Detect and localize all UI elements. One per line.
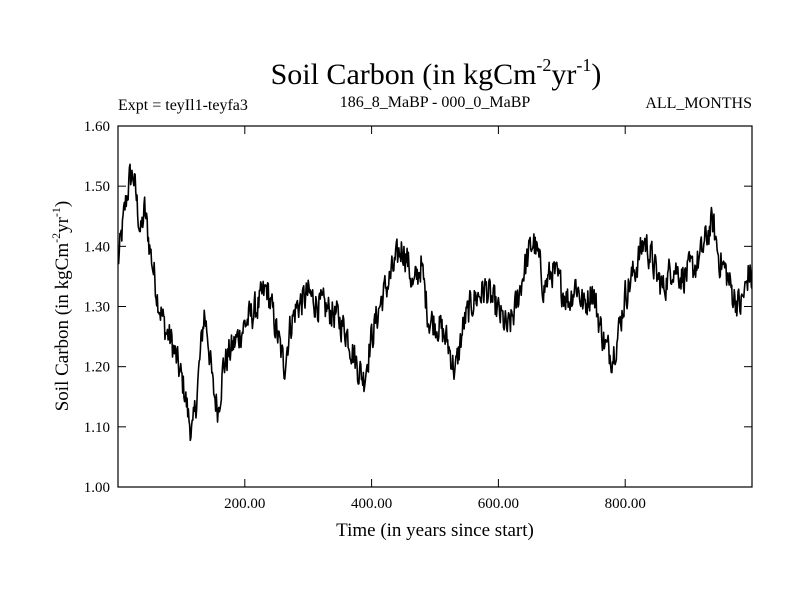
y-tick-label: 1.00 [84,480,110,496]
experiment-label: Expt = teyIl1-teyfa3 [118,97,248,114]
y-tick-label: 1.60 [84,119,110,135]
x-tick-label: 200.00 [224,496,265,512]
x-tick-label: 400.00 [351,496,392,512]
soil-carbon-series-line [118,163,752,442]
chart-title: Soil Carbon (in kgCm-2yr-1) [271,55,602,91]
y-tick-label: 1.10 [84,420,110,436]
x-tick-label: 800.00 [605,496,646,512]
x-tick-label: 600.00 [478,496,519,512]
y-axis-label: Soil Carbon (in kgCm-2yr-1) [49,201,73,412]
x-axis: 200.00 400.00 600.00 800.00 [224,126,646,512]
y-tick-label: 1.50 [84,179,110,195]
y-tick-label: 1.30 [84,300,110,316]
x-axis-label: Time (in years since start) [336,520,534,541]
months-label: ALL_MONTHS [645,95,752,112]
y-tick-label: 1.20 [84,360,110,376]
period-label: 186_8_MaBP - 000_0_MaBP [340,94,531,111]
y-axis: 1.00 1.10 1.20 1.30 1.40 1.50 1.60 [84,119,752,496]
y-tick-label: 1.40 [84,239,110,255]
plot-area-frame [117,125,753,488]
